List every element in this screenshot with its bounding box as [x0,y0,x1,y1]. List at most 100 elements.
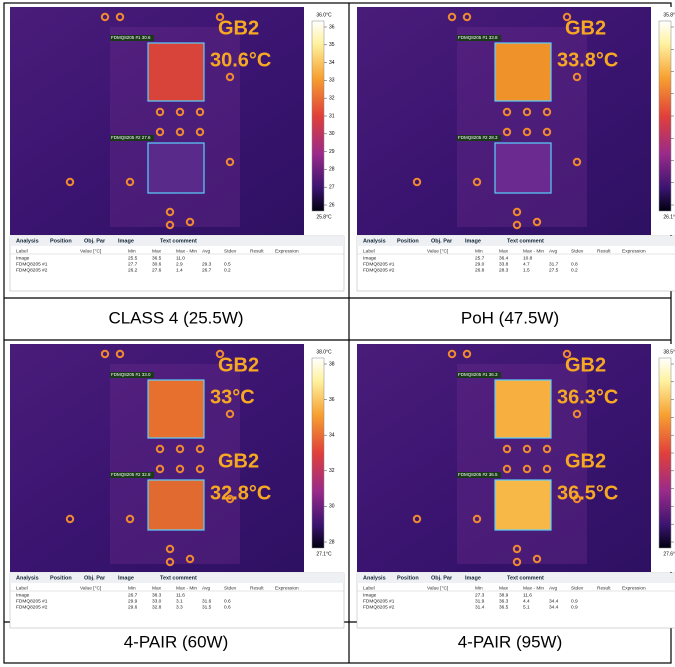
table-cell: 25.7 [475,255,485,261]
color-bar [311,20,325,212]
via-hole [462,12,472,22]
via-hole [195,107,205,117]
via-hole [225,72,235,82]
annotation-label: GB2 [218,17,259,39]
table-cell: 25.5 [128,255,138,261]
table-header: Result [597,248,611,254]
via-hole [562,12,572,22]
via-hole [125,177,135,187]
table-cell: 0.2 [224,267,231,273]
measure-box [494,42,552,102]
via-hole [512,207,522,217]
table-cell: 3.1 [176,598,183,604]
box-label: FDMQ8205 #1 33.0 [111,372,151,377]
via-hole [185,554,195,564]
annotation-temp: 33.8°C [557,49,618,71]
box-label-bg [457,135,501,141]
scale-max: 38.0°C [316,349,332,355]
scale-min: 27.1°C [316,551,332,557]
table-cell: 36.5 [152,255,162,261]
color-bar [658,20,672,212]
table-header: Max - Min [523,585,544,591]
table-cell: 27.3 [475,592,485,598]
table-header: Min [475,585,483,591]
table-header: Expression [622,248,646,254]
annotation-label: GB2 [565,17,606,39]
table-header: Expression [275,248,299,254]
measure-box [147,379,205,439]
via-hole [522,107,532,117]
table-cell: FDMQ8205 #2 [363,604,395,610]
table-header: Avg [202,248,211,254]
via-hole [532,217,542,227]
via-hole [447,349,457,359]
table-header: Stdev [571,248,584,254]
table-header: Max [152,248,162,254]
scale-min: 25.8°C [316,214,332,220]
tab: Image [465,238,481,244]
caption: 4-PAIR (60W) [124,632,229,651]
via-hole [542,127,552,137]
table-cell: FDMQ8205 #1 [16,261,48,267]
scale-tick-label: 29 [329,149,335,155]
table-header: Stdev [224,585,237,591]
via-hole [165,557,175,567]
box-label-bg [457,372,501,378]
tab: Obj. Par [84,575,106,581]
table-cell: 11.0 [176,255,185,261]
box-label-bg [110,372,154,378]
table-cell: 31.7 [549,261,559,267]
via-hole [412,514,422,524]
tab: Text comment [507,238,544,244]
annotation-temp: 30.6°C [210,49,271,71]
via-hole [472,177,482,187]
table-cell: 0.6 [224,604,231,610]
table-cell: Image [363,592,377,598]
annotation-label: GB2 [565,354,606,376]
table-cell: 0.9 [571,598,578,604]
scale-tick-label: 34 [329,433,335,439]
tab: Text comment [160,575,197,581]
table-header: Avg [549,248,558,254]
table-cell: 27.5 [549,267,559,273]
scale-tick-label: 30 [329,131,335,137]
via-hole [502,464,512,474]
thermal-panel: FDMQ8205 #1 33.8 FDMQ8205 #2 28.3 GB2 33.8°… [356,7,675,292]
via-hole [215,349,225,359]
scale-tick-label: 35 [329,42,335,48]
table-cell: 27.6 [152,267,162,273]
table-cell: 28.3 [499,267,509,273]
via-hole [165,207,175,217]
table-cell: FDMQ8205 #2 [16,267,48,273]
via-hole [115,349,125,359]
table-header: Min [128,248,136,254]
table-cell: 33.0 [152,598,162,604]
tab-bar [357,236,675,246]
measure-box [494,379,552,439]
scale-tick-label: 33 [329,78,335,84]
table-cell: 31.9 [475,598,485,604]
annotation-temp: 33°C [210,386,255,408]
scale-tick-label: 34 [329,60,335,66]
table-header: Max - Min [176,585,197,591]
via-hole [512,220,522,230]
scale-tick-label: 30 [329,504,335,510]
via-hole [522,464,532,474]
via-hole [225,409,235,419]
table-cell: 36.5 [499,604,509,610]
tab: Analysis [363,238,386,244]
via-hole [502,127,512,137]
via-hole [155,107,165,117]
color-bar [658,357,672,549]
table-cell: 29.6 [128,604,138,610]
table-cell: 26.2 [128,267,138,273]
table-cell: 36.3 [499,598,509,604]
table-cell: 1.4 [176,267,183,273]
via-hole [542,444,552,454]
annotation-temp: 36.5°C [557,482,618,504]
via-hole [215,12,225,22]
via-hole [175,444,185,454]
table-header: Stdev [571,585,584,591]
via-hole [65,177,75,187]
